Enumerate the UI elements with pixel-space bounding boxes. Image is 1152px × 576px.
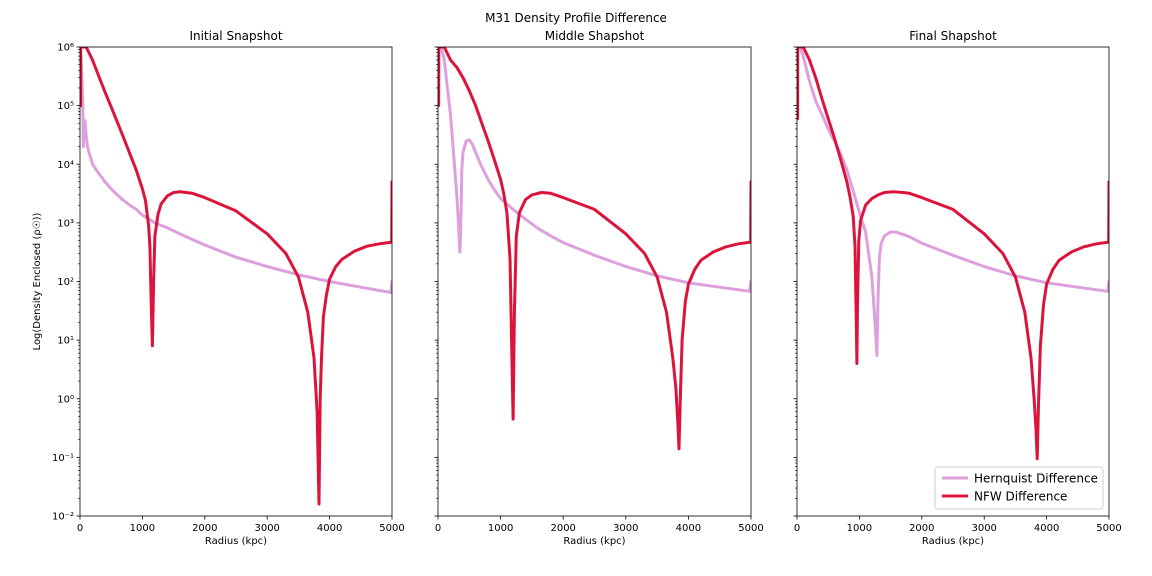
y-tick-label: 10⁰ bbox=[57, 394, 74, 405]
legend-hernquist-label: Hernquist Difference bbox=[974, 472, 1098, 486]
y-tick-label: 10⁴ bbox=[57, 160, 74, 171]
y-tick-label: 10⁻² bbox=[52, 512, 74, 523]
x-tick-label: 5000 bbox=[738, 523, 763, 534]
x-tick-label: 2000 bbox=[909, 523, 934, 534]
x-tick-label: 4000 bbox=[317, 523, 342, 534]
x-tick-label: 1000 bbox=[130, 523, 155, 534]
x-tick-label: 4000 bbox=[1034, 523, 1059, 534]
x-axis-label: Radius (kpc) bbox=[205, 536, 267, 547]
x-tick-label: 3000 bbox=[613, 523, 638, 534]
hernquist-line bbox=[80, 47, 392, 294]
panel-2: 0 1000 2000 3000 4000 5000 Middle Shapshot Radi… bbox=[434, 29, 764, 547]
x-tick-label: 0 bbox=[794, 523, 800, 534]
figure-suptitle: M31 Density Profile Difference bbox=[485, 11, 667, 25]
y-tick-label: 10² bbox=[57, 277, 74, 288]
axes-frame bbox=[437, 46, 752, 517]
x-tick-label: 0 bbox=[77, 523, 83, 534]
nfw-line bbox=[80, 47, 392, 506]
y-tick-label: 10⁶ bbox=[57, 43, 74, 54]
x-tick-label: 2000 bbox=[192, 523, 217, 534]
legend: Hernquist Difference NFW Difference bbox=[934, 466, 1104, 510]
hernquist-line bbox=[438, 47, 751, 293]
panels: 0 1000 2000 3000 4000 5000 10⁻² 10⁻¹ 10⁰ 10¹ 10² 10… bbox=[32, 29, 1122, 547]
x-tick-label: 5000 bbox=[1096, 523, 1121, 534]
x-tick-label: 2000 bbox=[550, 523, 575, 534]
x-tick-label: 3000 bbox=[254, 523, 279, 534]
panel-title: Final Shapshot bbox=[909, 29, 997, 43]
y-tick-label: 10⁵ bbox=[57, 101, 74, 112]
x-tick-label: 1000 bbox=[847, 523, 872, 534]
legend-box bbox=[934, 466, 1104, 510]
axes-frame bbox=[796, 46, 1110, 517]
hernquist-line bbox=[797, 47, 1109, 357]
x-tick-label: 0 bbox=[435, 523, 441, 534]
x-axis-label: Radius (kpc) bbox=[563, 536, 625, 547]
y-axis-label: Log(Density Enclosed (ρ☉)) bbox=[32, 212, 43, 350]
x-tick-label: 4000 bbox=[676, 523, 701, 534]
axes-frame bbox=[79, 46, 393, 517]
panel-title: Initial Snapshot bbox=[189, 29, 282, 43]
y-tick-label: 10³ bbox=[57, 218, 74, 229]
y-tick-label: 10⁻¹ bbox=[52, 453, 74, 464]
x-tick-label: 3000 bbox=[971, 523, 996, 534]
y-tick-label: 10¹ bbox=[57, 336, 74, 347]
x-axis-label: Radius (kpc) bbox=[922, 536, 984, 547]
legend-nfw-label: NFW Difference bbox=[974, 490, 1067, 504]
x-tick-label: 5000 bbox=[379, 523, 404, 534]
x-tick-label: 1000 bbox=[488, 523, 513, 534]
panel-1: 0 1000 2000 3000 4000 5000 10⁻² 10⁻¹ 10⁰ 10¹ 10² 10… bbox=[32, 29, 405, 547]
nfw-line bbox=[438, 47, 751, 451]
panel-title: Middle Shapshot bbox=[545, 29, 645, 43]
nfw-line bbox=[797, 47, 1109, 461]
panel-3: 0 1000 2000 3000 4000 5000 Final Shapshot Radiu… bbox=[793, 29, 1122, 547]
